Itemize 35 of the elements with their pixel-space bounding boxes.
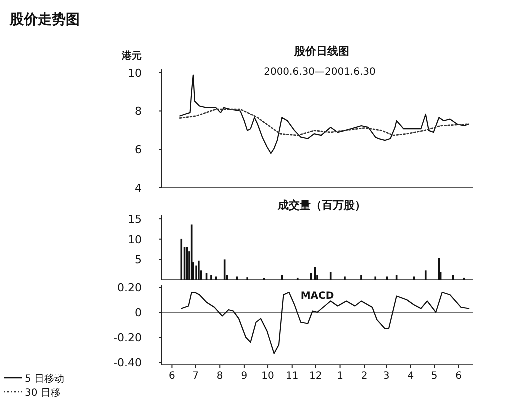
x-tick-label: 3	[383, 371, 390, 382]
legend-label: 30 日移	[25, 387, 61, 399]
y-tick-label: 5	[135, 254, 142, 267]
x-tick-label: 7	[192, 371, 199, 382]
x-tick-label: 1	[337, 371, 344, 382]
chart-title: 成交量（百万股）	[277, 199, 366, 212]
y-tick-label: 10	[128, 66, 142, 80]
chart-title: 股价日线图	[294, 45, 350, 58]
y-tick-label: 8	[135, 105, 142, 118]
x-tick-label: 8	[216, 371, 224, 382]
y-tick-label: 0.20	[118, 282, 142, 294]
legend-label: 5 日移动	[25, 373, 65, 385]
y-axis-title: 港元	[121, 50, 142, 62]
x-tick-label: 12	[310, 371, 322, 382]
y-tick-label: 15	[128, 213, 142, 226]
x-tick-label: 6	[169, 371, 176, 382]
chart-subtitle: 2000.6.30—2001.6.30	[264, 67, 376, 78]
text: 股价走势图	[9, 12, 80, 28]
y-tick-label: 10	[128, 233, 142, 246]
y-tick-label: -0.20	[114, 332, 142, 344]
x-tick-label: 11	[286, 371, 299, 382]
y-tick-label: 6	[135, 144, 142, 157]
line-series	[180, 74, 470, 154]
annotation: MACD	[300, 291, 334, 302]
y-tick-label: 4	[135, 182, 142, 195]
x-tick-label: 2	[361, 371, 368, 382]
y-tick-label: -0.40	[114, 356, 142, 370]
x-tick-label: 4	[408, 371, 414, 382]
line-series	[179, 108, 470, 136]
y-tick-label: 0	[135, 306, 142, 320]
x-tick-label: 6	[456, 371, 462, 382]
x-tick-label: 5	[431, 371, 438, 382]
x-tick-label: 10	[262, 371, 274, 382]
x-tick-label: 9	[241, 371, 248, 382]
line-series	[181, 292, 470, 354]
